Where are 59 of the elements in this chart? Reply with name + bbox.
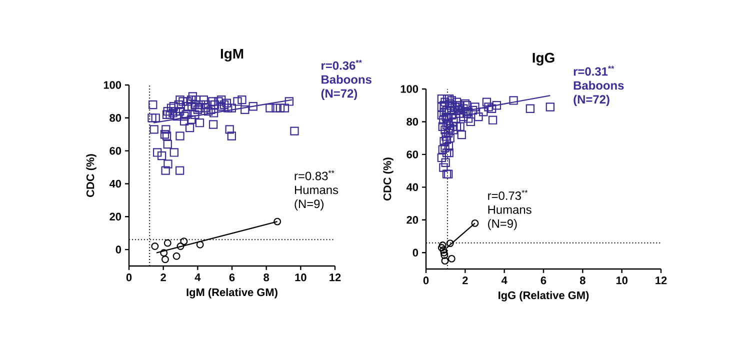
annotation: (N=9) (294, 199, 324, 210)
point (274, 218, 282, 226)
annotation: r=0.83$^{**}$ (294, 170, 334, 180)
x-tick-label: 10 (616, 276, 628, 284)
annotation: r=0.73$^{**}$ (488, 190, 528, 200)
point (448, 254, 456, 262)
point (164, 239, 172, 247)
text: Baboons (322, 74, 372, 84)
y-tick-label: 80 (406, 118, 418, 126)
x-tick-label: 2 (160, 274, 166, 282)
y-tick-label: 0 (116, 246, 122, 254)
y-tick-label: 20 (110, 212, 122, 221)
x-tick-label: 8 (264, 274, 270, 282)
y-tick-label: 40 (406, 183, 418, 192)
point (161, 256, 169, 264)
point (441, 257, 449, 265)
y-tick-label: 40 (109, 180, 122, 188)
x-tick-label: 2 (462, 276, 468, 284)
x-tick-label: 12 (656, 276, 667, 284)
chart-title: IgM (220, 48, 244, 62)
point (176, 242, 184, 250)
text: r=0.36$^{**}$ (322, 60, 362, 70)
x-tick-label: 10 (295, 274, 306, 282)
point (160, 249, 168, 257)
x-tick-label: 8 (580, 276, 586, 284)
y-axis-title: CDC (%) (383, 158, 394, 200)
point (440, 248, 448, 256)
x-tick-label: 0 (126, 274, 132, 282)
y-tick-label: 80 (110, 114, 122, 122)
point (172, 252, 180, 260)
chart-title: IgG (532, 52, 554, 66)
point (440, 252, 448, 259)
point (151, 242, 159, 250)
point (196, 240, 204, 248)
annotation: Humans (294, 186, 338, 194)
x-tick-label: 0 (423, 276, 429, 284)
x-tick-label: 6 (540, 276, 546, 284)
point (180, 238, 188, 246)
y-tick-label: 60 (406, 150, 418, 158)
text: r=0.31$^{**}$ (574, 66, 614, 76)
y-tick-label: 20 (406, 216, 418, 224)
y-tick-label: 100 (104, 81, 122, 89)
y-tick-label: 60 (110, 146, 122, 155)
point (471, 219, 479, 227)
annotation: Humans (488, 206, 532, 214)
x-tick-label: 6 (229, 274, 235, 282)
x-axis-title: IgG (Relative GM) (498, 291, 589, 302)
y-tick-label: 100 (400, 85, 418, 93)
annotation: Baboons (574, 80, 624, 90)
y-tick-label: 0 (412, 248, 418, 257)
annotation: (N=72) (321, 88, 358, 100)
x-tick-label: 12 (330, 274, 341, 282)
y-axis-title: CDC (%) (86, 154, 96, 197)
x-tick-label: 4 (194, 274, 201, 282)
x-axis-title: IgM (Relative GM) (186, 288, 278, 298)
point (446, 240, 454, 248)
annotation: (N=72) (574, 94, 610, 106)
x-tick-label: 4 (501, 276, 508, 284)
annotation: (N=9) (488, 219, 517, 230)
